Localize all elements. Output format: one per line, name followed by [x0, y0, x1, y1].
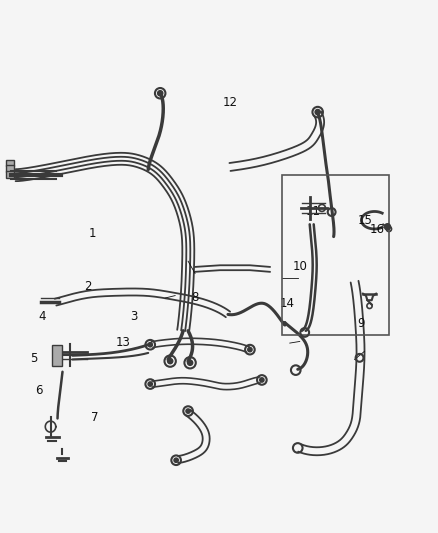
Circle shape — [174, 458, 178, 463]
Bar — [282, 175, 389, 335]
FancyBboxPatch shape — [52, 345, 62, 366]
Bar — [6, 171, 14, 177]
Circle shape — [315, 109, 320, 115]
Circle shape — [186, 409, 190, 413]
Text: 16: 16 — [370, 223, 385, 236]
Circle shape — [158, 91, 163, 96]
Text: 10: 10 — [292, 260, 307, 273]
Bar — [6, 159, 14, 166]
Circle shape — [187, 360, 193, 365]
Circle shape — [248, 348, 252, 352]
Text: 6: 6 — [35, 384, 43, 398]
Circle shape — [148, 343, 152, 347]
Text: 8: 8 — [191, 290, 199, 304]
Text: 12: 12 — [223, 96, 237, 109]
Text: 2: 2 — [84, 280, 92, 293]
Text: 5: 5 — [30, 352, 37, 365]
Text: 7: 7 — [91, 410, 98, 424]
Text: 3: 3 — [130, 310, 138, 323]
Circle shape — [385, 224, 391, 230]
Text: 1: 1 — [88, 227, 96, 240]
Circle shape — [148, 382, 152, 386]
Text: 15: 15 — [358, 214, 373, 227]
Text: 11: 11 — [305, 205, 320, 219]
Circle shape — [168, 359, 173, 364]
Circle shape — [260, 378, 264, 382]
Bar — [6, 165, 14, 172]
Text: 4: 4 — [39, 310, 46, 323]
Text: 14: 14 — [279, 297, 294, 310]
Text: 13: 13 — [116, 336, 131, 350]
Text: 9: 9 — [357, 317, 365, 330]
